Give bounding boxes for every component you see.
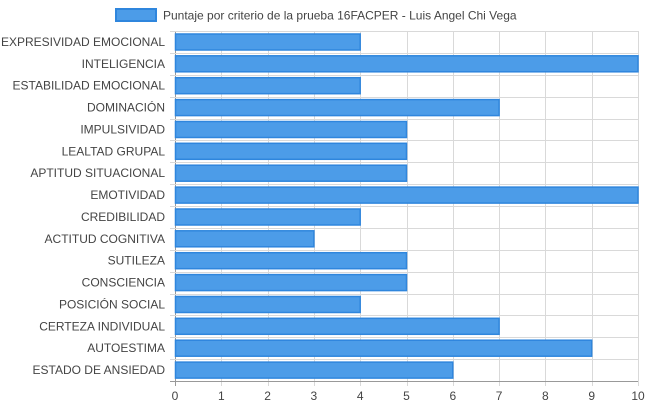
x-axis-tick-label: 6 (449, 389, 456, 403)
bar[interactable] (174, 120, 408, 139)
y-axis-category-label: ESTADO DE ANSIEDAD (33, 363, 166, 377)
x-axis-tick-label: 0 (172, 389, 179, 403)
legend[interactable]: Puntaje por criterio de la prueba 16FACP… (115, 8, 517, 23)
y-axis-category-label: EXPRESIVIDAD EMOCIONAL (1, 35, 165, 49)
x-axis-tick-label: 3 (311, 389, 318, 403)
x-axis-tick-label: 9 (588, 389, 595, 403)
bar[interactable] (174, 98, 500, 117)
bar[interactable] (174, 55, 639, 73)
bar[interactable] (174, 33, 361, 51)
y-axis-category-label: CONSCIENCIA (82, 276, 165, 290)
x-axis-tick-label: 7 (496, 389, 503, 403)
y-axis-category-label: IMPULSIVIDAD (80, 122, 165, 136)
y-axis-category-label: SUTILEZA (108, 254, 165, 268)
bar[interactable] (174, 339, 593, 357)
x-axis-tick-label: 2 (264, 389, 271, 403)
x-axis-tick-label: 5 (403, 389, 410, 403)
x-axis-tick-label: 1 (218, 389, 225, 403)
x-axis-tick-label: 4 (357, 389, 364, 403)
bars (174, 33, 639, 379)
y-axis-category-label: ESTABILIDAD EMOCIONAL (13, 79, 166, 93)
legend-swatch[interactable] (115, 8, 157, 22)
y-axis-category-label: CREDIBILIDAD (81, 210, 165, 224)
y-axis-category-label: ACTITUD COGNITIVA (45, 232, 165, 246)
legend-label[interactable]: Puntaje por criterio de la prueba 16FACP… (163, 9, 517, 23)
y-axis-category-label: INTELIGENCIA (82, 57, 165, 71)
y-axis-category-label: CERTEZA INDIVIDUAL (39, 319, 165, 333)
bar[interactable] (174, 295, 361, 314)
bar[interactable] (174, 273, 408, 292)
bar[interactable] (174, 164, 408, 182)
bar[interactable] (174, 186, 639, 204)
x-axis-tick-label: 8 (542, 389, 549, 403)
bar[interactable] (174, 361, 454, 379)
y-axis-category-label: DOMINACIÓN (87, 100, 165, 115)
y-axis-category-label: AUTOESTIMA (87, 341, 165, 355)
y-axis-labels: EXPRESIVIDAD EMOCIONAL INTELIGENCIA ESTABI… (1, 35, 165, 377)
bar[interactable] (174, 230, 315, 248)
y-axis-category-label: LEALTAD GRUPAL (62, 144, 166, 158)
x-axis-tick-labels: 0 1 2 3 4 5 6 7 8 9 10 (172, 389, 645, 403)
y-axis-category-label: APTITUD SITUACIONAL (30, 166, 165, 180)
bar[interactable] (174, 142, 408, 161)
y-axis-category-label: POSICIÓN SOCIAL (59, 296, 165, 311)
bar[interactable] (174, 76, 361, 95)
bar[interactable] (174, 251, 408, 270)
y-axis-category-label: EMOTIVIDAD (90, 188, 165, 202)
bar[interactable] (174, 317, 500, 336)
x-axis-tick-label: 10 (631, 389, 645, 403)
gridlines (170, 31, 639, 386)
bar[interactable] (174, 208, 361, 226)
